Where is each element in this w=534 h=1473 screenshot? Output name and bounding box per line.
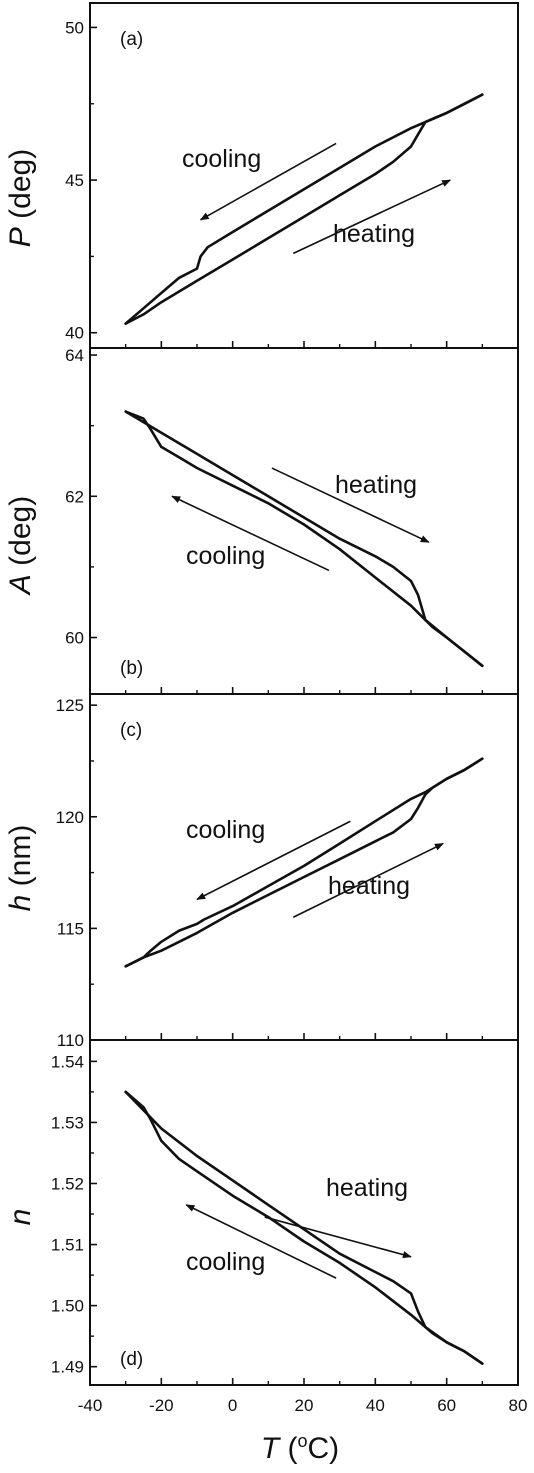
annotation-arrow-cooling — [185, 1204, 337, 1279]
panel-c: 110 115 120 125 h (nm) (c) cooling heating — [4, 693, 519, 1050]
annotation-label-heating: heating — [326, 1174, 408, 1202]
panel-b: 60 62 64 A (deg) (b) heating cooling — [4, 346, 519, 695]
annotation-label-heating: heating — [328, 872, 410, 900]
x-tick-label: -20 — [149, 1396, 174, 1415]
y-tick-label: 50 — [65, 18, 84, 37]
series-line-cooling — [124, 1090, 484, 1365]
annotation-arrow-heating — [292, 179, 452, 255]
annotation-arrow-heating — [271, 467, 430, 543]
panel-a: 40 45 50 P (deg) (a) cooling heating — [4, 2, 519, 349]
series-line-cooling — [124, 410, 484, 668]
x-axis-label-close: C) — [308, 1432, 340, 1465]
y-tick-label: 62 — [65, 487, 84, 506]
y-axis-label-symbol: h — [4, 895, 37, 912]
y-tick-label: 40 — [65, 324, 84, 343]
y-tick-label: 45 — [65, 171, 84, 190]
panel-frame — [89, 2, 519, 349]
annotation-label-heating: heating — [333, 220, 415, 248]
x-tick-label: 20 — [295, 1396, 314, 1415]
annotation-label-cooling: cooling — [182, 145, 261, 173]
y-tick-label: 1.50 — [51, 1297, 84, 1316]
series-line-cooling — [124, 93, 484, 325]
x-axis-label: T (oC) — [261, 1431, 339, 1465]
panel-d: 1.49 1.50 1.51 1.52 1.53 1.54 n (d) heating cooli… — [4, 1039, 519, 1386]
x-axis-label-open: ( — [279, 1432, 297, 1465]
x-tick-label: -40 — [78, 1396, 103, 1415]
y-tick-label: 1.54 — [51, 1052, 84, 1071]
annotation-arrow-heating — [264, 1216, 412, 1259]
y-tick-label: 1.53 — [51, 1113, 84, 1132]
y-axis-label-symbol: n — [4, 1209, 37, 1226]
annotation-label-cooling: cooling — [186, 1248, 265, 1276]
y-tick-label: 1.51 — [51, 1236, 84, 1255]
y-axis-label-unit: (deg) — [4, 496, 37, 574]
series-line-heating — [124, 93, 484, 325]
y-axis-label: A (deg) — [4, 496, 37, 596]
annotation-arrow-heating — [292, 842, 444, 918]
annotation-label-cooling: cooling — [186, 816, 265, 844]
y-axis-label-unit: (deg) — [4, 149, 37, 227]
y-tick-label: 1.49 — [51, 1358, 84, 1377]
y-tick-label: 64 — [65, 346, 84, 365]
y-tick-label: 120 — [56, 808, 84, 827]
y-axis-label-unit: (nm) — [4, 825, 37, 895]
y-tick-label: 125 — [56, 696, 84, 715]
panel-frame — [89, 1039, 519, 1386]
x-axis-label-degree: o — [297, 1431, 307, 1451]
x-axis-label-symbol: T — [261, 1432, 282, 1465]
x-tick-label: 40 — [366, 1396, 385, 1415]
y-axis-label: n — [4, 1209, 37, 1226]
y-tick-label: 115 — [57, 919, 84, 938]
annotation-arrow-cooling — [171, 495, 330, 572]
x-tick-label: 0 — [228, 1396, 237, 1415]
annotation-label-heating: heating — [335, 471, 417, 499]
series-line-cooling — [124, 757, 484, 968]
annotation-arrow-cooling — [196, 820, 351, 901]
panel-tag: (c) — [120, 720, 142, 741]
y-tick-label: 1.52 — [51, 1174, 84, 1193]
annotation-label-cooling: cooling — [186, 542, 265, 570]
annotation-arrow-cooling — [199, 142, 337, 221]
y-axis-label-symbol: A — [4, 574, 37, 596]
series-line-heating — [124, 410, 484, 668]
y-axis-label: P (deg) — [4, 149, 37, 247]
panel-tag: (d) — [120, 1349, 143, 1370]
panel-tag: (b) — [120, 658, 143, 679]
y-tick-label: 60 — [65, 629, 84, 648]
y-tick-label: 110 — [57, 1031, 84, 1050]
y-axis-label: h (nm) — [4, 825, 37, 912]
panel-tag: (a) — [120, 29, 143, 50]
y-axis-label-symbol: P — [4, 227, 37, 247]
x-tick-label: 80 — [509, 1396, 528, 1415]
x-tick-label: 60 — [437, 1396, 456, 1415]
